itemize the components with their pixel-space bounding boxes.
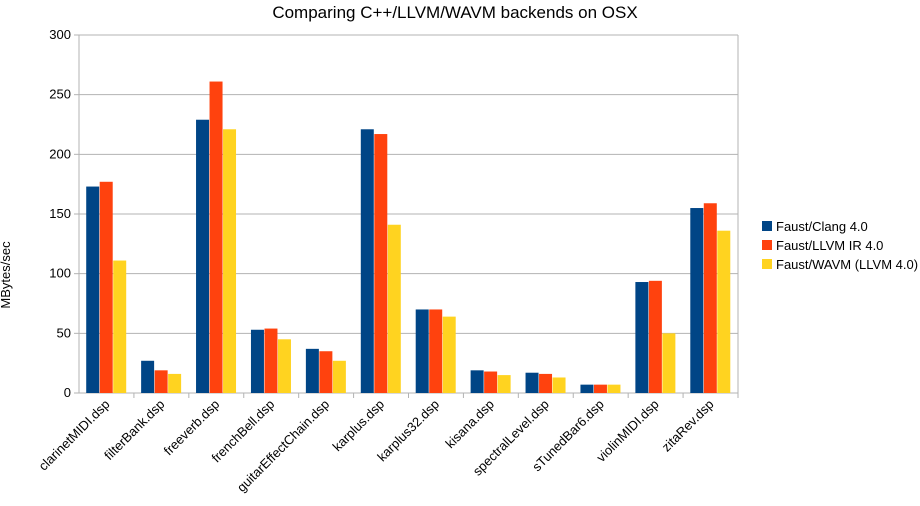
bar-zitaRev-dsp-series-2 xyxy=(717,230,731,393)
bar-zitaRev-dsp-series-0 xyxy=(690,208,704,393)
y-tick-label: 0 xyxy=(64,385,71,400)
x-category-label: karplus.dsp xyxy=(330,397,388,455)
bar-zitaRev-dsp-series-1 xyxy=(703,203,717,393)
bar-clarinetMIDI-dsp-series-0 xyxy=(86,186,100,393)
y-tick-label: 200 xyxy=(49,146,71,161)
bar-freeverb-dsp-series-2 xyxy=(223,129,237,394)
bar-karplus32-dsp-series-1 xyxy=(429,309,443,393)
bar-violinMIDI-dsp-series-2 xyxy=(662,333,676,393)
y-tick-label: 250 xyxy=(49,87,71,102)
legend: Faust/Clang 4.0 Faust/LLVM IR 4.0 Faust/WA… xyxy=(762,219,918,272)
bar-guitarEffectChain-dsp-series-1 xyxy=(319,351,333,393)
x-tick-labels: clarinetMIDI.dspfilterBank.dspfreeverb.d… xyxy=(36,397,717,495)
bar-sTunedBar6-dsp-series-1 xyxy=(593,384,607,393)
legend-swatch-1 xyxy=(762,240,772,250)
y-tick-label: 100 xyxy=(49,266,71,281)
bars xyxy=(86,81,731,394)
legend-swatch-0 xyxy=(762,221,772,231)
bar-violinMIDI-dsp-series-0 xyxy=(635,282,649,393)
x-category-label: guitarEffectChain.dsp xyxy=(234,397,332,495)
bar-sTunedBar6-dsp-series-0 xyxy=(580,384,594,393)
bar-frenchBell-dsp-series-2 xyxy=(277,339,291,393)
bar-kisana-dsp-series-2 xyxy=(497,375,511,393)
bar-freeverb-dsp-series-0 xyxy=(196,119,210,393)
bar-frenchBell-dsp-series-1 xyxy=(264,328,278,393)
bar-kisana-dsp-series-0 xyxy=(470,370,484,393)
bar-guitarEffectChain-dsp-series-2 xyxy=(332,360,346,393)
bar-spectralLevel-dsp-series-0 xyxy=(525,372,539,393)
y-tick-label: 50 xyxy=(57,325,71,340)
grid xyxy=(74,34,739,398)
x-category-label: zitaRev.dsp xyxy=(659,397,717,455)
bar-kisana-dsp-series-1 xyxy=(484,371,498,393)
x-category-label: kisana.dsp xyxy=(442,397,497,452)
x-category-label: clarinetMIDI.dsp xyxy=(36,397,113,474)
bar-spectralLevel-dsp-series-1 xyxy=(539,373,553,393)
bar-sTunedBar6-dsp-series-2 xyxy=(607,384,621,393)
bar-spectralLevel-dsp-series-2 xyxy=(552,377,566,393)
bar-guitarEffectChain-dsp-series-0 xyxy=(305,348,319,393)
bar-karplus-dsp-series-0 xyxy=(360,129,374,394)
y-tick-label: 300 xyxy=(49,27,71,42)
bar-karplus32-dsp-series-2 xyxy=(442,316,456,393)
bar-filterBank-dsp-series-1 xyxy=(154,370,168,393)
bar-clarinetMIDI-dsp-series-2 xyxy=(113,260,127,393)
bar-violinMIDI-dsp-series-1 xyxy=(648,280,662,393)
y-axis-label: MBytes/sec xyxy=(0,241,13,309)
bar-clarinetMIDI-dsp-series-1 xyxy=(99,181,113,393)
bar-karplus-dsp-series-2 xyxy=(387,224,401,393)
bar-filterBank-dsp-series-2 xyxy=(168,373,182,393)
legend-swatch-2 xyxy=(762,259,772,269)
y-tick-labels: 0 50 100 150 200 250 300 xyxy=(49,27,71,400)
bar-filterBank-dsp-series-0 xyxy=(141,360,155,393)
legend-label: Faust/WAVM (LLVM 4.0) xyxy=(776,257,918,272)
bar-karplus32-dsp-series-0 xyxy=(415,309,429,393)
bar-karplus-dsp-series-1 xyxy=(374,134,388,393)
bar-frenchBell-dsp-series-0 xyxy=(250,329,264,393)
legend-label: Faust/Clang 4.0 xyxy=(776,219,868,234)
y-tick-label: 150 xyxy=(49,206,71,221)
legend-label: Faust/LLVM IR 4.0 xyxy=(776,238,883,253)
bar-freeverb-dsp-series-1 xyxy=(209,81,223,393)
chart-title: Comparing C++/LLVM/WAVM backends on OSX xyxy=(272,3,637,22)
